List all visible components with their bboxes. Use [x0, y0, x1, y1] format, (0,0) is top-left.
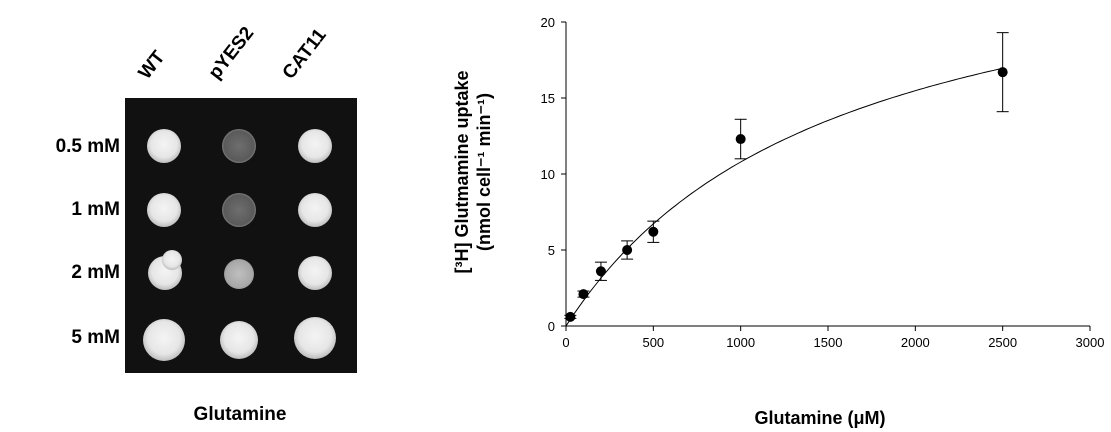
y-tick-label: 10 [541, 167, 555, 182]
x-tick-label: 500 [642, 335, 664, 350]
chart-xlabel: Glutamine (μM) [754, 408, 885, 428]
spot-cat11-0-5mM [298, 129, 332, 163]
x-tick-label: 2500 [988, 335, 1017, 350]
conc-label-1mM: 1 mM [71, 199, 120, 220]
y-tick-label: 0 [548, 319, 555, 334]
data-point [595, 266, 606, 277]
plate-xlabel: Glutamine [193, 404, 287, 425]
y-tick-label: 5 [548, 243, 555, 258]
spot-cat11-1mM [298, 193, 332, 227]
x-tick-label: 2000 [901, 335, 930, 350]
spot-wt-2mM-bud [162, 250, 182, 270]
data-points-group [564, 32, 1009, 322]
spot-cat11-5mM [294, 317, 336, 359]
chart-ylabel-line2: (nmol cell⁻¹ min⁻¹) [474, 93, 494, 251]
strain-label-wt: WT [134, 47, 170, 84]
data-point [578, 289, 589, 300]
strain-label-cat11: CAT11 [278, 24, 331, 84]
plate-spots [143, 129, 336, 361]
data-point [648, 226, 659, 237]
fit-curve-group [565, 67, 1003, 327]
spot-pyes2-5mM [220, 321, 258, 359]
fit-curve [565, 67, 1003, 327]
strain-label-pyes2: pYES2 [205, 23, 259, 84]
x-tick-label: 1000 [726, 335, 755, 350]
conc-label-5mM: 5 mM [71, 327, 120, 348]
x-tick-label: 3000 [1076, 335, 1105, 350]
conc-label-0-5mM: 0.5 mM [55, 136, 120, 157]
agar-plate-image [125, 98, 357, 373]
chart-axes: 0 500 1000 1500 2000 2500 3000 0 5 10 15 20 [541, 15, 1105, 350]
data-point [622, 245, 633, 255]
y-tick-label: 15 [541, 91, 555, 106]
spot-wt-0-5mM [147, 129, 181, 163]
spot-pyes2-2mM [224, 259, 254, 289]
x-tick-label: 0 [562, 335, 569, 350]
y-tick-label: 20 [541, 15, 555, 30]
data-point [997, 67, 1008, 78]
data-point [565, 311, 576, 322]
uptake-chart: 0 500 1000 1500 2000 2500 3000 0 5 10 15 20 [³H] Gl… [452, 15, 1105, 428]
spot-pyes2-1mM [222, 193, 256, 227]
spot-pyes2-0-5mM [222, 129, 256, 163]
data-point [735, 134, 746, 145]
spot-wt-1mM [147, 193, 181, 227]
conc-label-2mM: 2 mM [71, 262, 120, 283]
x-tick-label: 1500 [814, 335, 843, 350]
strain-label-pyes2-text: pYES2 [204, 23, 259, 84]
chart-ylabel-line1: [³H] Glutmamine uptake [452, 70, 472, 273]
spot-cat11-2mM [298, 256, 332, 290]
spot-wt-5mM [143, 319, 185, 361]
